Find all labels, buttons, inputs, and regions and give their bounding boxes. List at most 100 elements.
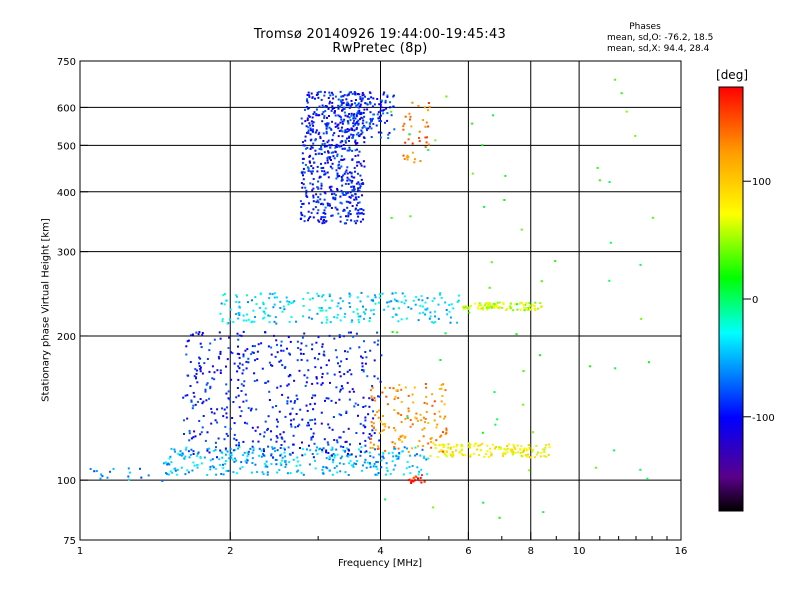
echo-point	[337, 212, 340, 215]
echo-point	[219, 464, 222, 466]
echo-point	[413, 161, 416, 164]
echo-point	[310, 436, 313, 439]
echo-point	[293, 300, 296, 303]
echo-point	[342, 120, 345, 123]
echo-point	[424, 125, 427, 128]
echo-point	[246, 451, 249, 454]
echo-point	[246, 455, 249, 458]
echo-point	[305, 125, 308, 128]
echo-point	[348, 454, 351, 457]
echo-point	[371, 105, 374, 108]
echo-point	[340, 176, 343, 178]
echo-point	[433, 297, 436, 300]
echo-point	[174, 469, 177, 472]
echo-point	[332, 93, 334, 96]
echo-point	[324, 162, 327, 165]
echo-point	[201, 402, 204, 405]
echo-point	[366, 108, 369, 111]
echo-point	[282, 305, 285, 308]
echo-point	[219, 449, 222, 452]
echo-point	[271, 447, 274, 450]
echo-point	[364, 351, 367, 353]
echo-point	[378, 453, 381, 456]
echo-point	[411, 151, 414, 154]
echo-point	[320, 153, 323, 155]
echo-point	[346, 179, 349, 182]
echo-point	[315, 129, 318, 132]
echo-point	[370, 96, 373, 99]
echo-point	[364, 95, 366, 98]
echo-point	[341, 192, 344, 195]
echo-point	[390, 114, 393, 117]
echo-point	[323, 106, 326, 108]
echo-point	[318, 220, 321, 223]
echo-point	[222, 463, 224, 466]
echo-point	[379, 109, 382, 112]
echo-point	[364, 102, 367, 105]
echo-point	[353, 115, 356, 118]
echo-point	[374, 429, 377, 431]
echo-point	[363, 461, 366, 464]
echo-point	[492, 443, 494, 446]
echo-point	[339, 90, 342, 93]
echo-point	[391, 460, 394, 463]
echo-point	[498, 448, 501, 451]
echo-point	[479, 304, 482, 307]
echo-point	[296, 340, 299, 343]
echo-point	[432, 321, 435, 324]
echo-point	[344, 350, 346, 353]
echo-point	[347, 474, 350, 476]
echo-point	[430, 441, 433, 443]
echo-point	[427, 442, 430, 445]
echo-point	[256, 426, 259, 429]
echo-point	[640, 317, 643, 320]
echo-point	[337, 362, 339, 365]
echo-point	[308, 95, 311, 98]
echo-point	[332, 461, 335, 464]
echo-point	[320, 366, 323, 369]
echo-point	[377, 447, 380, 450]
echo-point	[522, 370, 525, 373]
echo-point	[489, 451, 492, 454]
echo-point	[525, 307, 528, 310]
echo-point	[344, 171, 347, 173]
echo-point	[352, 187, 355, 190]
echo-point	[511, 452, 514, 455]
echo-point	[483, 205, 486, 208]
echo-point	[423, 480, 426, 483]
x-axis-label: Frequency [MHz]	[337, 558, 423, 569]
echo-point	[337, 98, 340, 101]
echo-point	[235, 472, 238, 475]
echo-point	[270, 454, 273, 457]
echo-point	[334, 194, 337, 197]
echo-point	[505, 309, 508, 312]
echo-point	[350, 321, 353, 324]
echo-point	[378, 103, 381, 106]
echo-point	[392, 455, 395, 458]
echo-point	[302, 304, 305, 307]
echo-point	[416, 466, 419, 469]
echo-point	[263, 310, 266, 313]
echo-point	[339, 141, 342, 144]
echo-point	[425, 458, 428, 461]
echo-point	[325, 309, 328, 312]
echo-point	[390, 216, 393, 219]
echo-point	[187, 339, 190, 342]
echo-point	[419, 413, 422, 416]
echo-point	[245, 360, 248, 363]
echo-point	[320, 383, 323, 386]
echo-point	[322, 216, 325, 219]
echo-point	[321, 143, 324, 146]
echo-point	[306, 119, 309, 122]
echo-point	[361, 212, 363, 215]
echo-point	[355, 133, 358, 136]
echo-point	[281, 310, 284, 313]
echo-point	[310, 92, 313, 95]
echo-point	[384, 498, 387, 501]
echo-point	[293, 401, 296, 404]
echo-point	[337, 135, 340, 138]
echo-point	[430, 437, 433, 439]
echo-point	[273, 296, 276, 299]
echo-point	[427, 109, 429, 112]
